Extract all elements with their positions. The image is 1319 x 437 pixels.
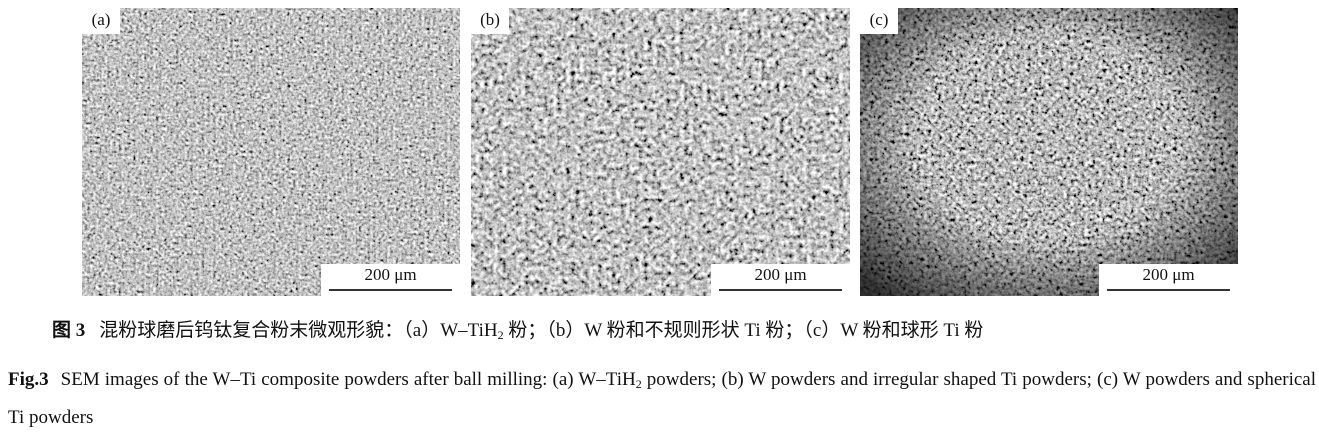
figure-number-en: Fig.3 [8,369,49,390]
scale-line-c [1107,289,1230,291]
sem-texture-c [860,8,1238,296]
sem-image-c: (c) 200 μm [860,8,1238,296]
caption-cn-text: 混粉球磨后钨钛复合粉末微观形貌：（a）W–TiH [99,320,498,341]
sem-texture-a [82,8,460,296]
scale-text-b: 200 μm [754,265,807,284]
scale-line-b [719,289,842,291]
scale-line-a [329,289,452,291]
sem-texture-b [471,8,850,296]
caption-en-text-rest: powders; (b) W powders and irregular sha… [8,369,1317,428]
scale-bar-a: 200 μm [321,264,460,296]
caption-english: Fig.3 SEM images of the W–Ti composite po… [8,361,1316,437]
caption-cn-subscript: 2 [497,328,504,342]
figure-number-cn: 图 3 [52,320,86,341]
scale-bar-c: 200 μm [1099,264,1238,296]
scale-text-a: 200 μm [364,265,417,284]
panel-label-c: (c) [860,8,898,34]
sem-image-b: (b) 200 μm [471,8,850,296]
caption-chinese: 图 3 混粉球磨后钨钛复合粉末微观形貌：（a）W–TiH2 粉；（b）W 粉和不规… [52,315,983,342]
caption-en-text: SEM images of the W–Ti composite powders… [60,369,636,390]
scale-bar-b: 200 μm [711,264,850,296]
scale-text-c: 200 μm [1142,265,1195,284]
sem-image-a: (a) 200 μm [82,8,460,296]
panel-label-a: (a) [82,8,120,34]
caption-en-subscript: 2 [635,377,642,391]
panel-label-b: (b) [471,8,509,34]
caption-cn-text-rest: 粉；（b）W 粉和不规则形状 Ti 粉；（c）W 粉和球形 Ti 粉 [503,320,984,341]
